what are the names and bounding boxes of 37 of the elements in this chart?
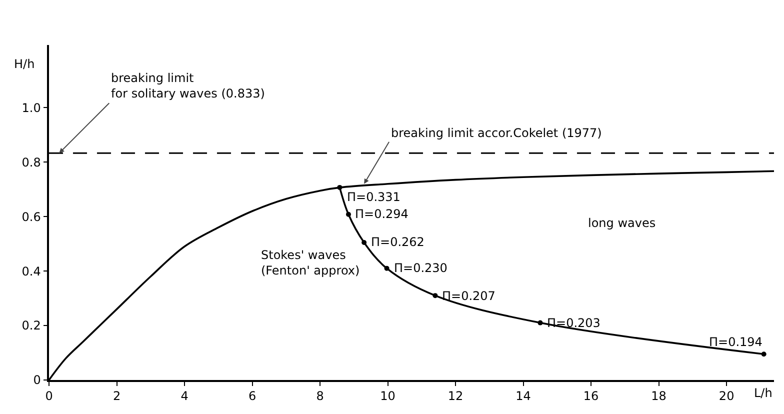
x-tick-label: 20: [718, 389, 734, 404]
annotation: Π=0.294: [355, 207, 408, 221]
annotation: Π=0.194: [709, 335, 762, 349]
x-tick-label: 10: [380, 389, 396, 404]
x-tick-label: 14: [516, 389, 531, 404]
annotation: Stokes' waves (Fenton' approx): [261, 248, 360, 278]
point: [432, 293, 438, 298]
annotation: breaking limit accor.Cokelet (1977): [391, 126, 602, 140]
annotation: Π=0.230: [394, 261, 448, 275]
x-tick-label: 0: [45, 389, 53, 404]
y-tick-label: 0.2: [22, 318, 41, 333]
y-tick-label: 0: [33, 373, 41, 388]
x-axis-title: L/h: [754, 386, 772, 400]
x-tick-label: 8: [316, 389, 324, 404]
annotation: breaking limit for solitary waves (0.833): [111, 71, 265, 101]
y-tick-label: 0.4: [22, 264, 41, 278]
y-tick-label: 0.6: [22, 210, 41, 224]
annotation: Π=0.203: [547, 316, 600, 330]
point: [384, 266, 390, 271]
annotation: long waves: [588, 216, 656, 230]
x-tick-label: 4: [180, 389, 188, 404]
x-tick-label: 16: [583, 389, 599, 404]
y-tick-label: 1.0: [22, 100, 41, 115]
y-tick-label: 0.8: [22, 155, 41, 170]
x-tick-label: 18: [651, 389, 666, 404]
annotation: Π=0.262: [371, 235, 424, 249]
y-axis-title: H/h: [14, 57, 35, 71]
point: [346, 212, 351, 217]
point: [761, 352, 766, 357]
annotation: Π=0.207: [442, 289, 496, 303]
point: [337, 184, 342, 190]
x-tick-label: 12: [448, 389, 464, 404]
x-tick-label: 2: [112, 389, 121, 404]
point: [362, 240, 367, 245]
x-tick-label: 6: [248, 389, 256, 404]
point: [538, 320, 543, 326]
annotation: Π=0.331: [347, 190, 400, 204]
